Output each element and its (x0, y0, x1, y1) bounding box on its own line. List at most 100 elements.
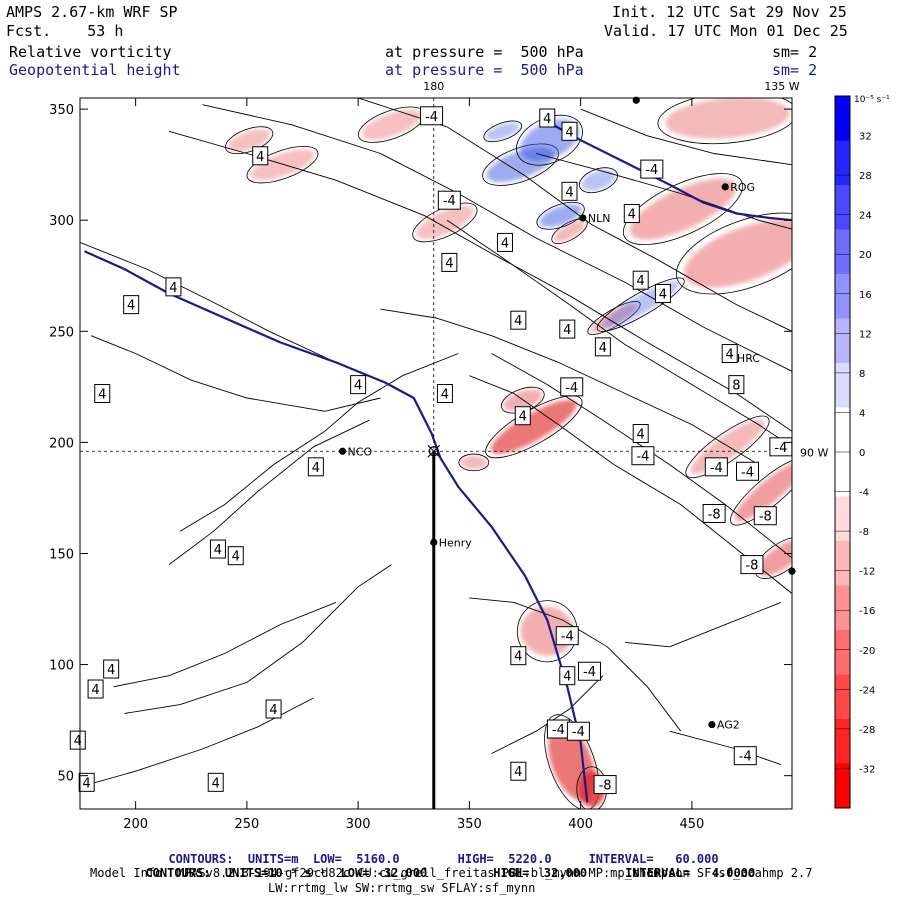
colorbar-tick-label: 12 (859, 329, 872, 340)
contour-label-text: 4 (232, 550, 240, 565)
init-time: Init. 12 UTC Sat 29 Nov 25 (612, 3, 847, 21)
vorticity-contour-units: CONTOURS: UNITS=10⁻⁵ s⁻¹ LOW= -32.000 (145, 866, 428, 880)
contour-value-label: 4 (103, 659, 120, 679)
colorbar-tick-label: 24 (859, 211, 872, 222)
y-tick-label: 300 (49, 214, 74, 229)
vorticity-contour-line (202, 104, 792, 372)
field-2-pressure: at pressure = 500 hPa (385, 61, 584, 79)
contour-label-box (702, 503, 726, 523)
vorticity-contour-line (168, 419, 370, 565)
contour-value-label: 4 (69, 730, 86, 750)
contour-value-label: 4 (123, 295, 140, 315)
axes: 200 250 300 350 400 450 50 100 150 200 250 300 350 18… (49, 80, 828, 832)
contour-label-box (561, 121, 578, 141)
contour-value-label: 4 (94, 384, 111, 404)
height-contour-high: HIGH= 5220.0 (457, 852, 552, 866)
contour-label-box (307, 457, 324, 477)
contour-label-text: -4 (565, 381, 578, 396)
colorbar-bin (835, 318, 850, 363)
field-1-smoothing: sm= 2 (772, 43, 818, 61)
contour-label-box (420, 106, 444, 126)
colorbar-tick-label: -20 (859, 646, 875, 657)
contour-label-box (436, 384, 453, 404)
contour-label-box (514, 406, 531, 426)
contour-label-box (123, 295, 140, 315)
colorbar-bin (835, 229, 850, 274)
vorticity-contour-line (168, 130, 792, 432)
positive-vorticity-area (553, 220, 586, 242)
vorticity-area-outline (412, 202, 478, 243)
contour-label-text: -4 (710, 461, 723, 476)
vorticity-contour-interval: INTERVAL= 4.0000 (625, 866, 756, 880)
vorticity-contour-line (446, 219, 792, 448)
crosshair-marker (428, 446, 439, 457)
valid-time: Valid. 17 UTC Mon 01 Dec 25 (604, 22, 848, 40)
station-marker (721, 183, 729, 191)
contour-value-label: 4 (510, 761, 527, 781)
contour-value-label: 4 (350, 375, 367, 395)
right-label-90w: 90 W (800, 446, 828, 459)
contour-label-box (510, 310, 527, 330)
height-contour-line (84, 250, 589, 803)
contour-label-box (593, 775, 617, 795)
colorbar-bin (835, 452, 850, 497)
contour-label-box (87, 679, 104, 699)
vorticity-shading (224, 98, 792, 809)
contour-label-text: 4 (441, 388, 449, 403)
contour-value-label: -4 (420, 106, 444, 126)
vorticity-area-outline (578, 167, 618, 194)
vorticity-contour-line (380, 308, 759, 465)
colorbar-tick-label: -32 (859, 764, 875, 775)
vorticity-contour-line (469, 597, 682, 732)
contour-label-box (728, 375, 745, 395)
contour-label-box (594, 337, 611, 357)
contour-label-box (227, 546, 244, 566)
x-tick-label: 450 (679, 817, 704, 832)
contour-value-label: 4 (559, 666, 576, 686)
negative-vorticity-area (581, 169, 616, 191)
contour-label-box (632, 424, 649, 444)
contour-label-text: 4 (628, 208, 636, 223)
vorticity-area-outline (483, 120, 523, 143)
contour-label-text: 4 (599, 341, 607, 356)
contour-value-label: 4 (594, 337, 611, 357)
colorbar-tick-label: 32 (859, 132, 872, 143)
contour-label-box (103, 659, 120, 679)
contour-label-box (561, 181, 578, 201)
contour-label-text: -4 (425, 110, 438, 125)
positive-vorticity-area (629, 178, 737, 240)
colorbar-tick-label: -16 (859, 606, 875, 617)
contour-label-text: 4 (514, 765, 522, 780)
contour-label-text: 4 (312, 461, 320, 476)
contour-label-text: 4 (519, 410, 527, 425)
positive-vorticity-area (665, 98, 790, 139)
contour-label-box (733, 746, 757, 766)
contour-value-label: 4 (165, 277, 182, 297)
contour-label-box (496, 232, 513, 252)
contour-value-label: -4 (560, 377, 584, 397)
contour-label-text: 4 (637, 274, 645, 289)
contour-value-label: 4 (265, 699, 282, 719)
contour-label-text: 4 (514, 314, 522, 329)
vorticity-area-outline (536, 201, 585, 230)
contour-label-box (555, 626, 579, 646)
station-label: NCO (348, 445, 373, 458)
station-marker (338, 447, 347, 455)
contour-label-box (252, 146, 269, 166)
colorbar-bin (835, 719, 850, 764)
vorticity-contour-line (469, 375, 792, 594)
vorticity-area-outline (730, 457, 792, 526)
vorticity-area-outline (458, 453, 490, 472)
contour-label-text: -4 (774, 441, 787, 456)
contour-label-text: -4 (443, 194, 456, 209)
top-label-180: 180 (423, 80, 444, 93)
colorbar-bin (835, 274, 850, 319)
model-title: AMPS 2.67-km WRF SP (6, 3, 178, 21)
contour-label-box (559, 666, 576, 686)
contour-label-text: -4 (572, 725, 585, 740)
station-label: ROG (730, 181, 755, 194)
contour-value-label: 4 (623, 204, 640, 224)
contour-value-label: 4 (654, 284, 671, 304)
contour-label-text: 4 (726, 348, 734, 363)
